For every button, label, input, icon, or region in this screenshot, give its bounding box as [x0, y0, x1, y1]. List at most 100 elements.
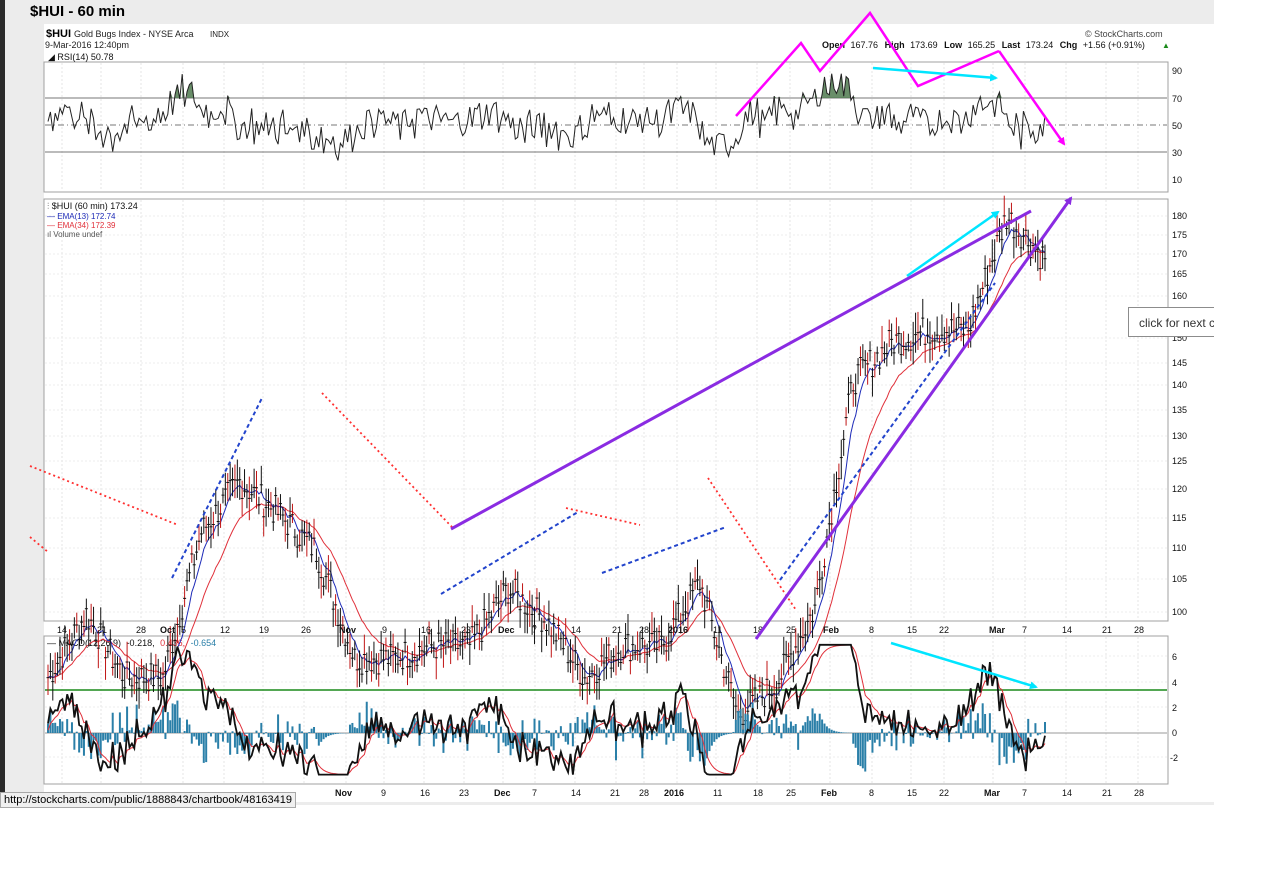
x-axis-label: 16 — [421, 625, 431, 635]
uptrend-line — [779, 282, 996, 581]
rsi-divergence-arrow — [872, 66, 998, 82]
x-axis-label: Dec — [494, 788, 511, 798]
macd-legend-hist: -0.654 — [191, 638, 217, 648]
volume-icon: ıl — [47, 230, 53, 239]
macd-divergence-arrow — [890, 641, 1038, 690]
x-axis-label: 19 — [259, 625, 269, 635]
x-axis-label: 7 — [1022, 625, 1027, 635]
price-tick: 180 — [1172, 211, 1187, 221]
x-axis-label: 14 — [57, 625, 67, 635]
price-tick: 170 — [1172, 249, 1187, 259]
x-axis-label: 8 — [869, 788, 874, 798]
header-symbol: $HUI — [46, 28, 71, 40]
downtrend-line — [29, 536, 49, 553]
ema34-legend-icon: — — [47, 221, 57, 230]
chg-up-arrow-icon: ▲ — [1162, 41, 1170, 50]
x-axis-label: 7 — [532, 625, 537, 635]
ema34-legend: — EMA(34) 172.39 — [47, 221, 116, 230]
x-axis-label: 9 — [382, 625, 387, 635]
high-value: 173.69 — [910, 40, 938, 50]
x-axis-label: 2016 — [664, 788, 684, 798]
chart-area[interactable] — [44, 24, 1214, 802]
lower-trendline-arrow — [754, 196, 1073, 640]
ema13-line — [47, 228, 1046, 709]
x-axis-label: Mar — [984, 788, 1001, 798]
ema13-legend: — EMA(13) 172.74 — [47, 212, 116, 221]
stock-chart[interactable]: $HUI Gold Bugs Index - NYSE Arca INDX 9-… — [0, 0, 1214, 805]
x-axis-label: 14 — [571, 625, 581, 635]
price-tick: 115 — [1172, 513, 1186, 523]
x-axis-label: 21 — [1102, 788, 1112, 798]
ema13-legend-icon: — — [47, 212, 57, 221]
rsi-zigzag — [735, 10, 1000, 117]
x-axis-label: Dec — [498, 625, 515, 635]
x-axis-label: 21 — [1102, 625, 1112, 635]
rsi-tick: 90 — [1172, 66, 1182, 76]
price-tick: 105 — [1172, 574, 1187, 584]
open-value: 167.76 — [851, 40, 879, 50]
downtrend-line — [565, 507, 641, 526]
x-axis-label: 28 — [639, 788, 649, 798]
x-axis-label: 18 — [753, 625, 763, 635]
rsi-tick: 50 — [1172, 121, 1182, 131]
macd-tick: -2 — [1170, 753, 1178, 763]
x-axis-label: 14 — [1062, 788, 1072, 798]
x-axis-label: 28 — [639, 625, 649, 635]
x-axis-labels: 14 21 28 Oct 5 12 19 26 Nov 9 16 23 Dec 7 14 21 28 2016 11… — [57, 625, 1144, 798]
rsi-overbought-fill — [170, 73, 1002, 98]
macd-tick: 0 — [1172, 728, 1177, 738]
x-axis-label: 21 — [97, 625, 107, 635]
stockcharts-brand: © StockCharts.com — [1085, 29, 1163, 39]
price-tick: 130 — [1172, 431, 1187, 441]
x-axis-label: Nov — [339, 625, 356, 635]
macd-legend-macd: -0.218, — [127, 638, 155, 648]
header-datetime: 9-Mar-2016 12:40pm — [45, 40, 129, 50]
rsi-panel-frame — [43, 61, 1169, 193]
bar-chart-icon: ⫶ — [47, 201, 52, 211]
macd-legend-icon: — — [47, 638, 59, 648]
price-tick: 175 — [1172, 230, 1187, 240]
x-axis-label: 25 — [786, 625, 796, 635]
x-axis-label: 12 — [220, 625, 230, 635]
x-axis-label: Oct — [160, 625, 175, 635]
macd-series — [45, 643, 1167, 776]
downtrend-line — [29, 465, 179, 526]
macd-line — [47, 643, 1046, 776]
next-chart-tooltip[interactable]: click for next c — [1128, 307, 1214, 337]
low-label: Low — [944, 40, 963, 50]
price-divergence-arrow — [906, 210, 1000, 278]
price-tick: 120 — [1172, 484, 1187, 494]
macd-tick: 4 — [1172, 678, 1177, 688]
price-series — [45, 195, 1167, 735]
macd-axis: 6 4 2 0 -2 — [1170, 652, 1178, 763]
chg-label: Chg — [1060, 40, 1078, 50]
x-axis-label: 14 — [1062, 625, 1072, 635]
x-axis-label: 15 — [907, 788, 917, 798]
x-axis-label: 18 — [753, 788, 763, 798]
x-axis-label: 16 — [420, 788, 430, 798]
price-legend-text: $HUI (60 min) 173.24 — [52, 201, 138, 211]
x-axis-label: 11 — [713, 788, 722, 798]
ema13-legend-text: EMA(13) 172.74 — [57, 212, 116, 221]
volume-legend-text: Volume undef — [53, 230, 103, 239]
x-axis-label: 23 — [461, 625, 471, 635]
ema34-line — [47, 250, 1046, 689]
uptrend-line — [171, 397, 263, 579]
rsi-series — [45, 73, 1167, 161]
high-label: High — [885, 40, 905, 50]
x-axis-label: 28 — [136, 625, 146, 635]
x-axis-label: Feb — [823, 625, 840, 635]
rsi-tick: 30 — [1172, 148, 1182, 158]
x-axis-label: 28 — [1134, 788, 1144, 798]
x-axis-label: 2016 — [668, 625, 688, 635]
header-index-name: Gold Bugs Index - NYSE Arca — [74, 29, 194, 39]
x-axis-label: 28 — [1134, 625, 1144, 635]
rsi-legend-text: RSI(14) 50.78 — [57, 52, 113, 62]
x-axis-label: 9 — [381, 788, 386, 798]
price-tick: 110 — [1172, 543, 1186, 553]
macd-tick: 2 — [1172, 703, 1177, 713]
macd-panel-frame — [43, 635, 1169, 785]
uptrend-line — [440, 511, 579, 595]
ema34-legend-text: EMA(34) 172.39 — [57, 221, 116, 230]
rsi-down-arrow — [997, 50, 1066, 146]
